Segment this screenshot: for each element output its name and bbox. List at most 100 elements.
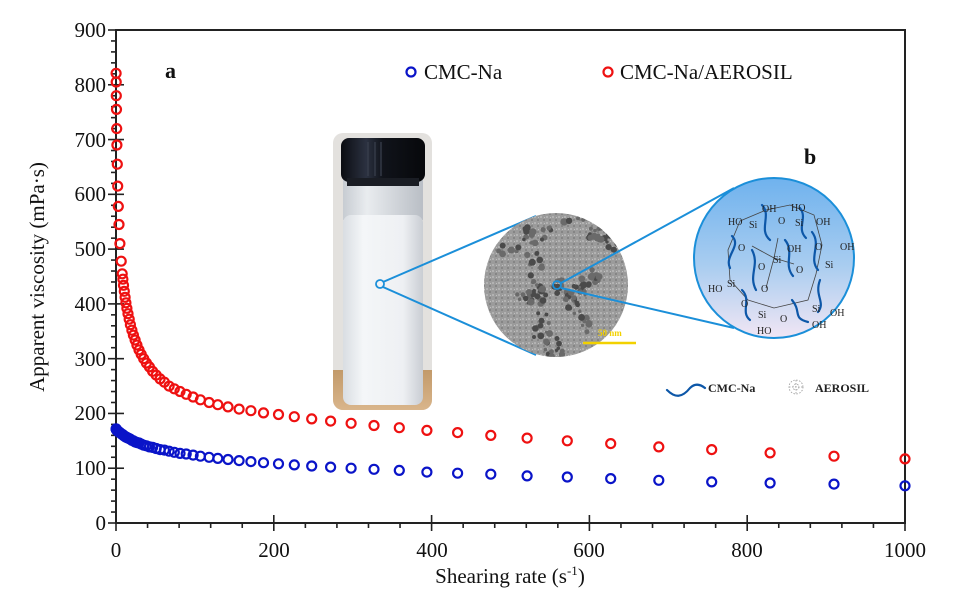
data-point-cmc-na-aerosil bbox=[118, 285, 130, 297]
x-tick-label: 200 bbox=[258, 538, 290, 562]
tem-particle bbox=[596, 236, 603, 243]
tem-particle bbox=[515, 292, 520, 297]
tem-particle bbox=[573, 284, 579, 290]
tem-particle bbox=[536, 256, 544, 264]
y-tick-label: 400 bbox=[75, 292, 107, 316]
data-point-cmc-na-aerosil bbox=[168, 383, 180, 395]
tem-particle bbox=[595, 273, 603, 281]
tem-particle bbox=[540, 227, 546, 233]
tem-particle bbox=[595, 217, 602, 224]
tem-particle bbox=[554, 290, 561, 296]
data-point-cmc-na-aerosil bbox=[111, 158, 123, 170]
tem-particle bbox=[523, 295, 529, 302]
tem-particle bbox=[532, 335, 536, 339]
data-point-cmc-na bbox=[272, 458, 285, 470]
data-point-cmc-na-aerosil bbox=[257, 407, 270, 419]
chem-label: OH bbox=[840, 242, 854, 253]
tem-particle bbox=[599, 218, 606, 225]
tem-particle bbox=[590, 213, 596, 219]
y-tick-label: 500 bbox=[75, 237, 107, 261]
tem-particle bbox=[548, 353, 555, 357]
tem-particle bbox=[574, 300, 580, 306]
data-point-cmc-na bbox=[345, 462, 357, 474]
tem-particle bbox=[582, 319, 587, 324]
y-tick-label: 600 bbox=[75, 182, 107, 206]
data-point-cmc-na-aerosil bbox=[485, 429, 497, 441]
tem-particle bbox=[572, 311, 577, 316]
tem-particle bbox=[616, 218, 621, 223]
y-tick-label: 200 bbox=[75, 401, 107, 425]
data-point-cmc-na-aerosil bbox=[174, 385, 186, 398]
schematic-legend-aerosil: AEROSIL bbox=[815, 381, 869, 395]
tem-particle bbox=[602, 204, 609, 211]
chem-label: O bbox=[741, 299, 748, 310]
x-tick-label: 1000 bbox=[884, 538, 926, 562]
data-point-cmc-na-aerosil bbox=[272, 408, 285, 421]
tem-particle bbox=[538, 317, 545, 324]
vial-cap bbox=[341, 138, 425, 182]
tem-particle bbox=[621, 237, 627, 243]
tem-particle bbox=[524, 251, 531, 258]
tem-particle bbox=[507, 246, 515, 254]
data-point-cmc-na-aerosil bbox=[123, 313, 135, 325]
tem-particle bbox=[543, 347, 548, 352]
tem-particle bbox=[617, 217, 621, 221]
data-point-cmc-na-aerosil bbox=[452, 427, 464, 439]
chem-label: HO bbox=[757, 326, 771, 337]
tem-particle bbox=[587, 234, 594, 241]
chem-label: Si bbox=[727, 279, 736, 290]
data-point-cmc-na-aerosil bbox=[764, 447, 776, 459]
tem-particle bbox=[526, 235, 530, 239]
tem-particle bbox=[539, 237, 545, 242]
tem-particle bbox=[499, 242, 506, 249]
y-tick-label: 100 bbox=[75, 456, 107, 480]
tem-particle bbox=[595, 204, 602, 211]
data-point-cmc-na-aerosil bbox=[117, 273, 129, 285]
tem-particle bbox=[578, 275, 586, 283]
tem-particle bbox=[598, 202, 602, 206]
schematic-legend-cmc-na: CMC-Na bbox=[708, 381, 755, 395]
chem-label: OH bbox=[830, 308, 844, 319]
data-point-cmc-na-aerosil bbox=[112, 180, 124, 192]
tem-particle bbox=[616, 213, 623, 218]
y-tick-label: 900 bbox=[75, 18, 107, 42]
tem-particle bbox=[554, 358, 560, 364]
data-point-cmc-na-aerosil bbox=[117, 279, 130, 291]
tem-particle bbox=[528, 258, 536, 266]
chem-label: O bbox=[778, 216, 785, 227]
panel-label-b: b bbox=[804, 144, 816, 169]
tem-particle bbox=[543, 292, 549, 298]
y-tick-label: 0 bbox=[96, 511, 107, 535]
x-tick-label: 800 bbox=[731, 538, 763, 562]
tem-particle bbox=[597, 195, 603, 201]
data-point-cmc-na-aerosil bbox=[828, 450, 840, 462]
data-point-cmc-na-aerosil bbox=[368, 419, 380, 432]
data-point-cmc-na bbox=[452, 467, 464, 479]
tem-particle bbox=[593, 228, 597, 233]
tem-particle bbox=[546, 321, 551, 325]
tem-particle bbox=[624, 219, 628, 225]
legend-marker-cmc-na-aerosil bbox=[602, 66, 614, 78]
chem-label: OH bbox=[762, 204, 776, 215]
data-point-cmc-na bbox=[706, 476, 718, 488]
data-point-cmc-na-aerosil bbox=[245, 405, 257, 417]
data-point-cmc-na-aerosil bbox=[222, 401, 234, 413]
series-cmc-na bbox=[110, 423, 911, 492]
data-point-cmc-na-aerosil bbox=[203, 396, 215, 409]
data-point-cmc-na bbox=[158, 444, 170, 456]
chem-label: O bbox=[796, 265, 803, 276]
data-point-cmc-na bbox=[168, 446, 180, 458]
tem-particle bbox=[623, 218, 628, 224]
chem-label: HO bbox=[791, 203, 805, 214]
tem-particle bbox=[589, 267, 595, 273]
tem-particle bbox=[576, 216, 580, 221]
data-point-cmc-na bbox=[828, 478, 840, 490]
chem-label: O bbox=[780, 314, 787, 325]
data-point-cmc-na-aerosil bbox=[110, 103, 123, 116]
tem-particle bbox=[585, 316, 590, 321]
tem-particle bbox=[582, 289, 587, 293]
legend-marker-cmc-na bbox=[405, 66, 417, 78]
tem-particle bbox=[585, 213, 591, 219]
schematic-legend: CMC-Na AEROSIL bbox=[665, 379, 869, 397]
